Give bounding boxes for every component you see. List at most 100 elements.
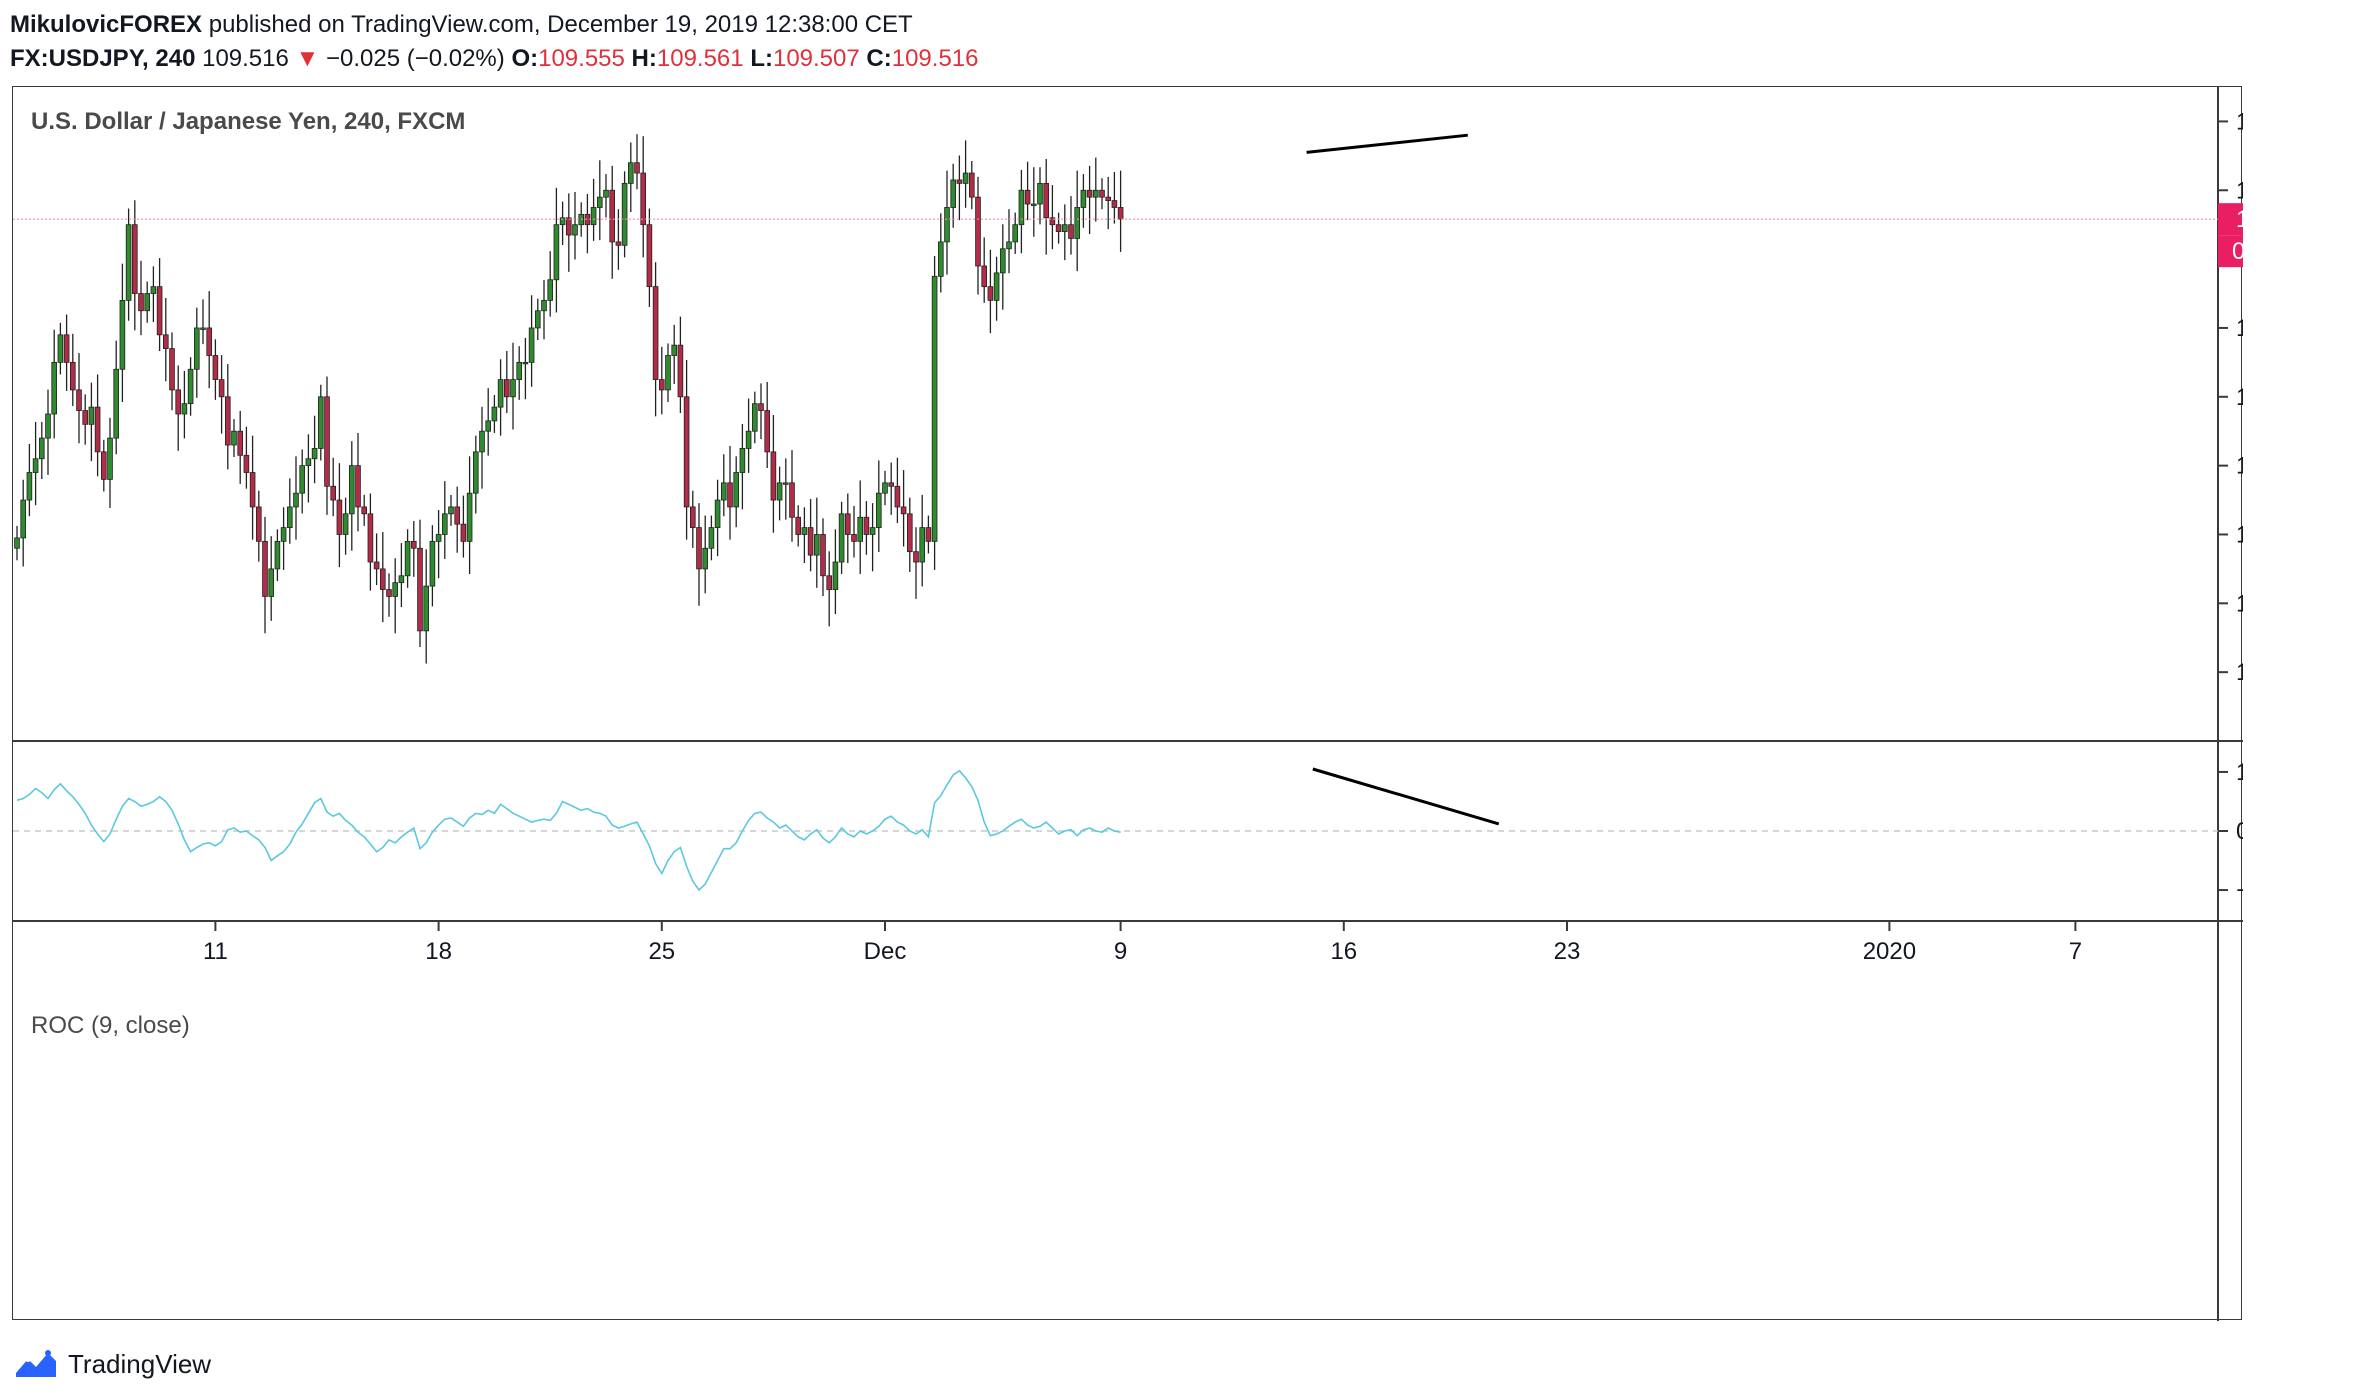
ohlc-line: FX:USDJPY, 240 109.516 ▼ −0.025 (−0.02%)… [10, 42, 979, 76]
candle-up [57, 334, 64, 363]
candle-up [231, 430, 237, 446]
chart-canvas[interactable]: U.S. Dollar / Japanese Yen, 240, FXCM RO… [13, 87, 2243, 1321]
candle-up [938, 241, 944, 277]
roc-tick-label: 0.00 [2236, 818, 2243, 845]
candle-up [20, 499, 26, 539]
candle-down [969, 172, 975, 198]
chart-header: MikulovicFOREX published on TradingView.… [10, 8, 979, 76]
candle-down [454, 506, 460, 525]
candle-up [348, 465, 355, 515]
price-tick-label: 108.200 [2236, 659, 2243, 686]
candle-down [615, 241, 622, 246]
high-label: H: [631, 45, 657, 72]
close-label: C: [866, 45, 892, 72]
candle-up [1062, 224, 1068, 232]
candle-down [1049, 217, 1056, 226]
footer-brand[interactable]: TradingView [68, 1348, 212, 1379]
candle-up [869, 527, 876, 535]
candle-up [423, 585, 429, 632]
candle-down [634, 162, 640, 174]
price-change: −0.025 (−0.02%) [325, 45, 505, 72]
candle-down [212, 355, 219, 380]
candle-down [373, 561, 380, 570]
candle-down [987, 286, 994, 301]
price-tick-label: 109.200 [2236, 315, 2243, 342]
candle-up [628, 162, 634, 184]
chart-frame[interactable]: U.S. Dollar / Japanese Yen, 240, FXCM RO… [12, 86, 2243, 1321]
roc-trendline [1312, 767, 1500, 826]
candle-up [150, 286, 157, 294]
candle-up [119, 300, 126, 370]
candle-down [851, 534, 857, 542]
candle-up [491, 406, 498, 422]
candle-up [993, 272, 1000, 301]
candle-down [566, 217, 572, 236]
candle-down [386, 589, 392, 597]
candle-up [776, 482, 783, 501]
price-trendline [1306, 133, 1468, 154]
candle-up [342, 513, 349, 535]
time-tick-label: 11 [203, 938, 228, 965]
publish-line: MikulovicFOREX published on TradingView.… [10, 8, 979, 42]
candle-down [690, 506, 696, 528]
price-tick-label: 108.800 [2236, 453, 2243, 480]
candle-down [82, 410, 89, 425]
candle-down [894, 485, 901, 508]
roc-series-line [16, 769, 1121, 892]
candle-up [590, 207, 597, 226]
candle-down [156, 286, 163, 336]
countdown-label: 02:22:00 [2232, 238, 2243, 265]
candle-down [255, 506, 262, 542]
candle-down [367, 513, 374, 563]
candle-down [76, 389, 82, 411]
author-name[interactable]: MikulovicFOREX [10, 11, 203, 38]
price-tick-label: 109.800 [2236, 108, 2243, 135]
candle-down [845, 513, 851, 535]
candle-down [70, 361, 76, 391]
candle-up [603, 189, 609, 198]
candle-up [572, 224, 578, 236]
candle-up [547, 279, 553, 301]
candle-down [677, 344, 684, 398]
candle-up [857, 516, 863, 542]
footer: TradingView [14, 1344, 211, 1384]
candle-up [919, 527, 925, 563]
candle-down [138, 293, 144, 312]
candle-up [299, 465, 305, 494]
candle-up [38, 437, 45, 460]
candle-down [696, 527, 702, 570]
candle-up [293, 492, 299, 508]
candle-up [783, 482, 789, 485]
candle-up [814, 534, 820, 556]
candle-down [63, 334, 70, 363]
candle-down [770, 451, 777, 501]
candle-down [206, 327, 213, 356]
tradingview-logo-icon[interactable] [14, 1349, 58, 1379]
candle-up [528, 327, 535, 363]
candle-up [311, 448, 318, 460]
candle-up [516, 361, 522, 380]
down-arrow-icon: ▼ [295, 45, 320, 72]
candle-up [671, 344, 677, 356]
candle-up [510, 379, 516, 398]
candle-down [94, 406, 101, 453]
candle-down [1024, 189, 1031, 205]
candle-up [200, 327, 206, 330]
price-pane-title: U.S. Dollar / Japanese Yen, 240, FXCM [31, 108, 465, 135]
candle-up [485, 420, 491, 432]
symbol-interval[interactable]: FX:USDJPY, 240 [10, 45, 196, 72]
candle-up [597, 196, 603, 208]
candle-up [665, 355, 671, 391]
price-tick-label: 109.000 [2236, 384, 2243, 411]
candle-up [621, 182, 628, 246]
time-tick-label: 9 [1114, 938, 1127, 965]
candle-down [162, 334, 169, 349]
low-label: L: [750, 45, 773, 72]
candle-down [324, 396, 330, 487]
candle-down [925, 527, 932, 542]
candle-up [1018, 189, 1025, 226]
candle-up [1080, 189, 1087, 208]
candle-down [417, 547, 423, 632]
candle-down [913, 551, 919, 563]
candle-down [1117, 207, 1124, 220]
